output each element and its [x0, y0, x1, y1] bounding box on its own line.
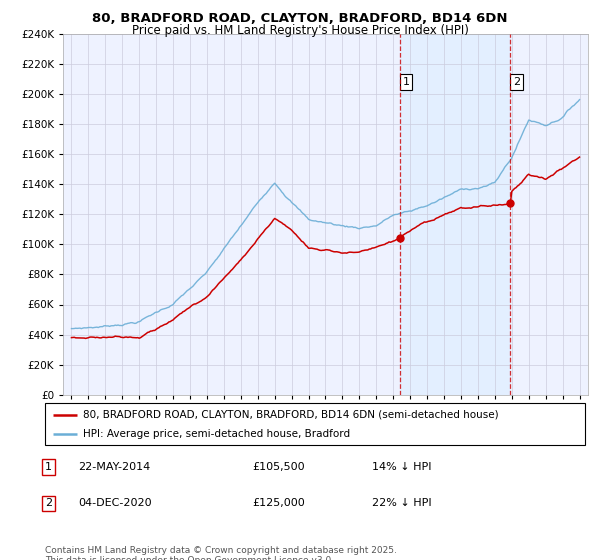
Text: 1: 1	[45, 462, 52, 472]
Bar	[400, 34, 511, 395]
Text: 80, BRADFORD ROAD, CLAYTON, BRADFORD, BD14 6DN: 80, BRADFORD ROAD, CLAYTON, BRADFORD, BD…	[92, 12, 508, 25]
Text: 1: 1	[403, 77, 409, 87]
Text: 04-DEC-2020: 04-DEC-2020	[78, 498, 152, 508]
Text: 2: 2	[45, 498, 52, 508]
Text: 2: 2	[513, 77, 520, 87]
Text: £125,000: £125,000	[252, 498, 305, 508]
Text: 80, BRADFORD ROAD, CLAYTON, BRADFORD, BD14 6DN (semi-detached house): 80, BRADFORD ROAD, CLAYTON, BRADFORD, BD…	[83, 409, 499, 419]
FancyBboxPatch shape	[45, 403, 585, 445]
Text: Contains HM Land Registry data © Crown copyright and database right 2025.
This d: Contains HM Land Registry data © Crown c…	[45, 546, 397, 560]
Text: 22-MAY-2014: 22-MAY-2014	[78, 462, 150, 472]
Text: 14% ↓ HPI: 14% ↓ HPI	[372, 462, 431, 472]
Text: HPI: Average price, semi-detached house, Bradford: HPI: Average price, semi-detached house,…	[83, 429, 350, 439]
Text: Price paid vs. HM Land Registry's House Price Index (HPI): Price paid vs. HM Land Registry's House …	[131, 24, 469, 37]
Text: £105,500: £105,500	[252, 462, 305, 472]
Text: 22% ↓ HPI: 22% ↓ HPI	[372, 498, 431, 508]
